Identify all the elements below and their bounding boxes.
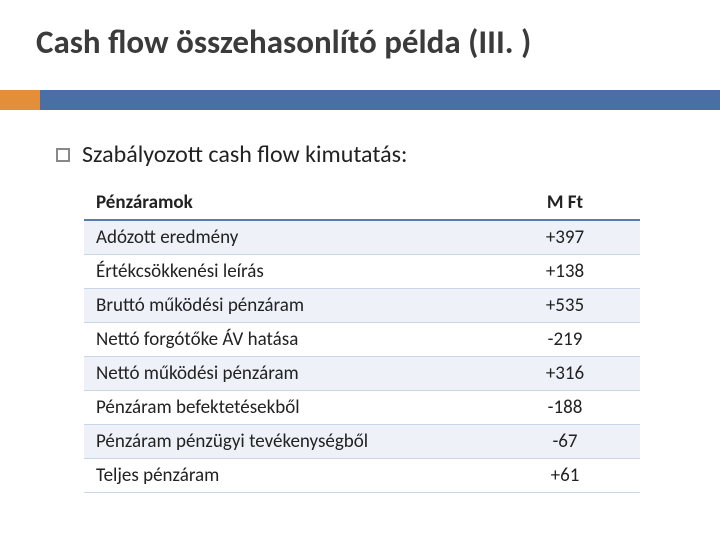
cell-amount: -219 (490, 322, 640, 356)
table-row: Teljes pénzáram +61 (84, 458, 640, 492)
table-row: Nettó forgótőke ÁV hatása -219 (84, 322, 640, 356)
cell-label: Bruttó működési pénzáram (84, 288, 490, 322)
col-header-label: Pénzáramok (84, 186, 490, 220)
cell-label: Nettó működési pénzáram (84, 356, 490, 390)
cell-amount: -67 (490, 424, 640, 458)
cell-label: Teljes pénzáram (84, 458, 490, 492)
cell-amount: +316 (490, 356, 640, 390)
table-row: Adózott eredmény +397 (84, 220, 640, 254)
table-row: Pénzáram befektetésekből -188 (84, 390, 640, 424)
table-row: Pénzáram pénzügyi tevékenységből -67 (84, 424, 640, 458)
cell-label: Pénzáram befektetésekből (84, 390, 490, 424)
cell-amount: +535 (490, 288, 640, 322)
cashflow-table: Pénzáramok M Ft Adózott eredmény +397 Ér… (84, 186, 640, 493)
subtitle-row: Szabályozott cash flow kimutatás: (56, 140, 407, 169)
bullet-square-icon (56, 148, 70, 162)
subtitle-text: Szabályozott cash flow kimutatás: (82, 140, 407, 169)
cell-label: Adózott eredmény (84, 220, 490, 254)
cell-label: Értékcsökkenési leírás (84, 254, 490, 288)
table-row: Értékcsökkenési leírás +138 (84, 254, 640, 288)
cell-amount: +61 (490, 458, 640, 492)
col-header-amount: M Ft (490, 186, 640, 220)
slide: { "title": "Cash flow összehasonlító pél… (0, 0, 720, 540)
table-row: Nettó működési pénzáram +316 (84, 356, 640, 390)
divider-accent-orange (0, 90, 40, 110)
page-title: Cash flow összehasonlító példa (III. ) (36, 22, 531, 62)
cell-amount: +138 (490, 254, 640, 288)
divider-bar (0, 90, 720, 110)
cell-amount: +397 (490, 220, 640, 254)
table-header-row: Pénzáramok M Ft (84, 186, 640, 220)
divider-accent-blue (40, 90, 720, 110)
cell-label: Nettó forgótőke ÁV hatása (84, 322, 490, 356)
cell-amount: -188 (490, 390, 640, 424)
cell-label: Pénzáram pénzügyi tevékenységből (84, 424, 490, 458)
table-row: Bruttó működési pénzáram +535 (84, 288, 640, 322)
